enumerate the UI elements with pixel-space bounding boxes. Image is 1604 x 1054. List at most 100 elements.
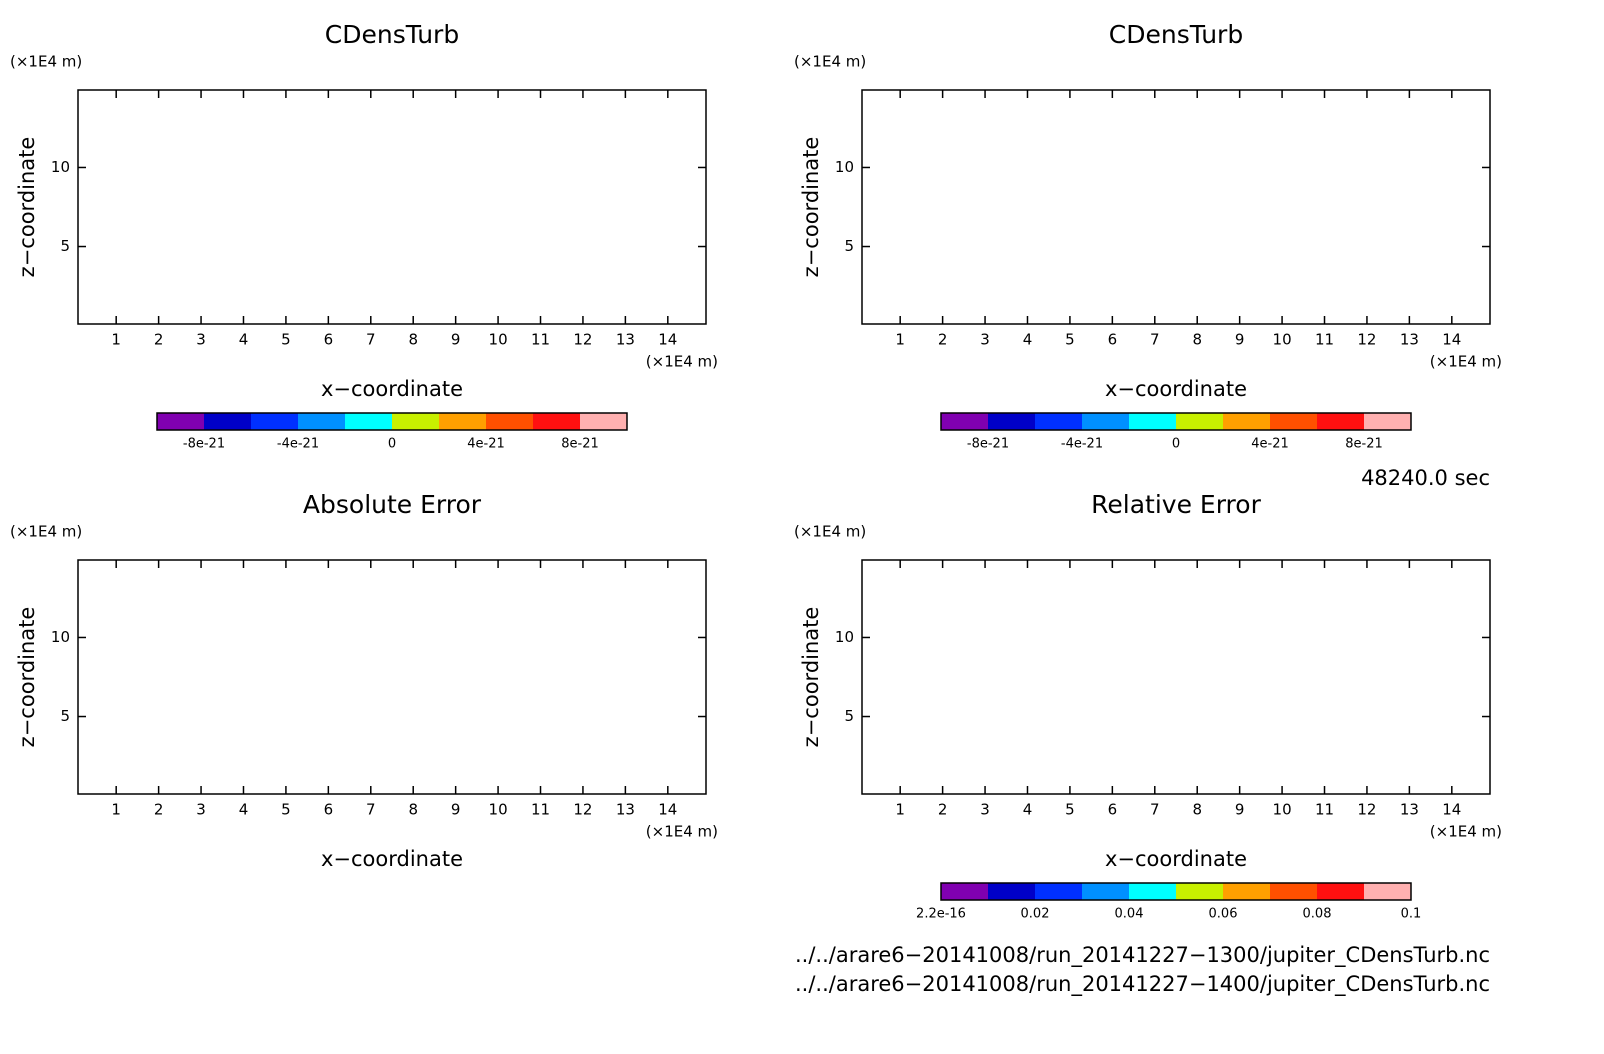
x-tick-label: 1 bbox=[895, 801, 905, 819]
y-unit: (×1E4 m) bbox=[794, 53, 866, 71]
file-path: ../../arare6−20141008/run_20141227−1400/… bbox=[795, 972, 1490, 997]
x-unit: (×1E4 m) bbox=[1430, 823, 1502, 841]
x-tick-label: 8 bbox=[1192, 801, 1202, 819]
x-tick-label: 3 bbox=[196, 801, 206, 819]
x-tick-label: 13 bbox=[616, 801, 635, 819]
x-tick-label: 11 bbox=[1315, 801, 1334, 819]
x-tick-label: 7 bbox=[1150, 801, 1160, 819]
colorbar-cell bbox=[204, 413, 251, 430]
colorbar-cell bbox=[941, 883, 988, 900]
y-tick-label: 5 bbox=[60, 237, 70, 255]
colorbar-cell bbox=[533, 413, 580, 430]
colorbar-tick-label: 8e-21 bbox=[561, 437, 599, 452]
colorbar-cell bbox=[345, 413, 392, 430]
colorbar-cell bbox=[988, 883, 1035, 900]
plot-frame bbox=[77, 559, 707, 795]
colorbar-cell bbox=[1035, 413, 1082, 430]
colorbar-cell bbox=[251, 413, 298, 430]
x-axis-label: x−coordinate bbox=[1105, 377, 1247, 401]
chart-title: CDensTurb bbox=[325, 20, 459, 49]
x-tick-label: 14 bbox=[1442, 331, 1461, 349]
x-axis-label: x−coordinate bbox=[1105, 847, 1247, 871]
colorbar-tick-label: 0.06 bbox=[1209, 907, 1238, 922]
x-tick-label: 12 bbox=[1357, 331, 1376, 349]
x-tick-label: 2 bbox=[938, 801, 948, 819]
x-tick-label: 10 bbox=[1273, 331, 1292, 349]
y-tick-label: 10 bbox=[835, 158, 854, 176]
x-tick-label: 3 bbox=[980, 331, 990, 349]
colorbar-tick-label: 0 bbox=[388, 437, 396, 452]
x-tick-label: 13 bbox=[1400, 331, 1419, 349]
x-tick-label: 8 bbox=[1192, 331, 1202, 349]
y-unit: (×1E4 m) bbox=[10, 523, 82, 541]
colorbar-cell bbox=[1317, 413, 1364, 430]
x-tick-label: 11 bbox=[531, 331, 550, 349]
colorbar-tick-label: -4e-21 bbox=[277, 437, 319, 452]
x-tick-label: 5 bbox=[281, 801, 291, 819]
colorbar-cell bbox=[941, 413, 988, 430]
colorbar-cell bbox=[439, 413, 486, 430]
x-tick-label: 13 bbox=[616, 331, 635, 349]
x-axis-label: x−coordinate bbox=[321, 377, 463, 401]
x-tick-label: 6 bbox=[1108, 801, 1118, 819]
colorbar-tick-label: 4e-21 bbox=[467, 437, 505, 452]
chart-title: CDensTurb bbox=[1109, 20, 1243, 49]
colorbar-tick-label: 8e-21 bbox=[1345, 437, 1383, 452]
x-tick-label: 3 bbox=[196, 331, 206, 349]
x-tick-label: 12 bbox=[1357, 801, 1376, 819]
x-tick-label: 12 bbox=[573, 331, 592, 349]
x-tick-label: 9 bbox=[1235, 331, 1245, 349]
colorbar-tick-label: -8e-21 bbox=[967, 437, 1009, 452]
colorbar-cell bbox=[157, 413, 204, 430]
colorbar-tick-label: 0.1 bbox=[1401, 907, 1422, 922]
time-label: 48240.0 sec bbox=[1361, 466, 1490, 490]
colorbar-frame bbox=[940, 882, 1412, 901]
colorbar-tick-label: 0 bbox=[1172, 437, 1180, 452]
colorbar-tick-label: -4e-21 bbox=[1061, 437, 1103, 452]
colorbar-cell bbox=[1317, 883, 1364, 900]
colorbar-tick-label: 0.02 bbox=[1021, 907, 1050, 922]
x-tick-label: 2 bbox=[938, 331, 948, 349]
colorbar-cell bbox=[392, 413, 439, 430]
colorbar-cell bbox=[1129, 883, 1176, 900]
x-axis-label: x−coordinate bbox=[321, 847, 463, 871]
y-unit: (×1E4 m) bbox=[794, 523, 866, 541]
x-tick-label: 3 bbox=[980, 801, 990, 819]
x-tick-label: 1 bbox=[111, 801, 121, 819]
colorbar-cell bbox=[1364, 883, 1411, 900]
x-unit: (×1E4 m) bbox=[1430, 353, 1502, 371]
plot-frame bbox=[861, 559, 1491, 795]
x-tick-label: 10 bbox=[1273, 801, 1292, 819]
x-tick-label: 8 bbox=[408, 801, 418, 819]
x-tick-label: 13 bbox=[1400, 801, 1419, 819]
x-tick-label: 6 bbox=[324, 331, 334, 349]
colorbar-tick-label: 4e-21 bbox=[1251, 437, 1289, 452]
x-tick-label: 7 bbox=[366, 331, 376, 349]
plot-frame bbox=[77, 89, 707, 325]
chart-panel: Absolute Error (×1E4 m) (×1E4 m) x−coordina… bbox=[10, 490, 718, 871]
x-tick-label: 10 bbox=[489, 331, 508, 349]
x-unit: (×1E4 m) bbox=[646, 823, 718, 841]
colorbar-tick-label: 0.08 bbox=[1303, 907, 1332, 922]
x-tick-label: 6 bbox=[1108, 331, 1118, 349]
colorbar-cell bbox=[1223, 413, 1270, 430]
y-axis-label: z−coordinate bbox=[15, 607, 39, 748]
colorbar-cell bbox=[486, 413, 533, 430]
colorbar-cell bbox=[1129, 413, 1176, 430]
y-tick-label: 5 bbox=[844, 707, 854, 725]
chart-title: Absolute Error bbox=[303, 490, 482, 519]
x-tick-label: 2 bbox=[154, 331, 164, 349]
y-unit: (×1E4 m) bbox=[10, 53, 82, 71]
colorbar-tick-label: 2.2e-16 bbox=[916, 907, 966, 922]
colorbar-cell bbox=[1223, 883, 1270, 900]
x-tick-label: 9 bbox=[451, 801, 461, 819]
x-tick-label: 7 bbox=[366, 801, 376, 819]
colorbar-cell bbox=[1270, 883, 1317, 900]
x-tick-label: 14 bbox=[1442, 801, 1461, 819]
y-axis-label: z−coordinate bbox=[799, 137, 823, 278]
x-tick-label: 11 bbox=[1315, 331, 1334, 349]
colorbar-tick-label: -8e-21 bbox=[183, 437, 225, 452]
x-unit: (×1E4 m) bbox=[646, 353, 718, 371]
